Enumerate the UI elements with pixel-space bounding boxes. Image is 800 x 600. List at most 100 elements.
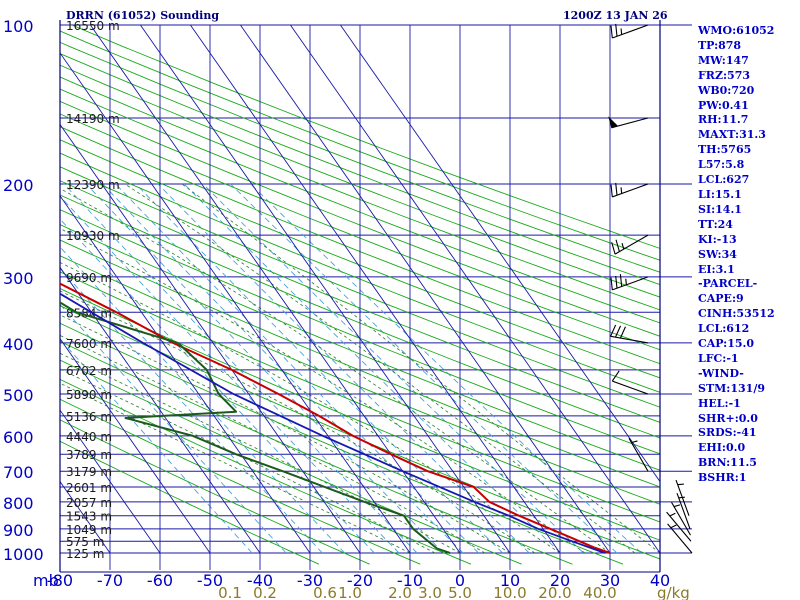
dry-adiabat-390 bbox=[60, 180, 660, 423]
height-label-700: 3179 m bbox=[66, 465, 112, 479]
temperature-tick--80: -80 bbox=[47, 571, 73, 590]
moist-adiabat-30 bbox=[60, 188, 611, 554]
isotherm-10 bbox=[140, 25, 511, 554]
dry-adiabat-470 bbox=[60, 76, 660, 311]
moist-adiabat-40 bbox=[181, 183, 660, 554]
temperature-tick-20: 20 bbox=[550, 571, 570, 590]
temperature-tick--60: -60 bbox=[147, 571, 173, 590]
mixing-ratio-unit: g/kg bbox=[657, 584, 690, 600]
dry-adiabat-330 bbox=[60, 271, 660, 523]
wind-barb-feather bbox=[610, 324, 617, 337]
index-24: STM:131/9 bbox=[698, 381, 765, 395]
mixing-ratio-line-0.4 bbox=[60, 267, 323, 554]
pressure-label-500: 500 bbox=[3, 386, 34, 405]
dry-adiabat-440 bbox=[60, 113, 660, 351]
index-28: EHI:0.0 bbox=[698, 441, 746, 455]
index-26: SHR+:0.0 bbox=[698, 411, 758, 425]
dry-adiabat-290 bbox=[60, 340, 573, 565]
moist-adiabat-25 bbox=[60, 228, 586, 554]
temperature-tick--20: -20 bbox=[347, 571, 373, 590]
dry-adiabat-270 bbox=[60, 378, 472, 565]
temperature-line bbox=[60, 282, 611, 554]
wind-barb-feather bbox=[615, 182, 618, 196]
wind-barb-staff bbox=[667, 523, 693, 554]
wind-barb-staff bbox=[611, 117, 649, 129]
wind-barb-10 bbox=[671, 501, 691, 536]
index-25: HEL:-1 bbox=[698, 396, 741, 410]
wind-barb-staff bbox=[628, 438, 649, 472]
mixing-ratio-line-0.2 bbox=[60, 303, 287, 554]
index-19: CINH:53512 bbox=[698, 307, 775, 321]
pressure-label-600: 600 bbox=[3, 428, 34, 447]
wind-barb-7 bbox=[628, 438, 649, 472]
wind-barb-half-feather bbox=[621, 243, 625, 250]
dry-adiabat-520 bbox=[70, 25, 660, 249]
wind-barb-half-feather bbox=[670, 524, 677, 529]
index-20: LCL:612 bbox=[698, 322, 750, 336]
mixing-ratio-label-0.1: 0.1 bbox=[218, 584, 242, 600]
mixing-ratio-line-15 bbox=[183, 183, 561, 554]
height-label-450: 6702 m bbox=[66, 364, 112, 378]
mixing-ratio-label-0.6: 0.6 bbox=[313, 584, 337, 600]
height-label-350: 8584 m bbox=[66, 306, 112, 320]
wind-barb-feather bbox=[615, 275, 618, 289]
wind-barb-half-feather bbox=[673, 504, 681, 508]
index-14: KI:-13 bbox=[698, 232, 737, 246]
index-23: -WIND- bbox=[698, 366, 744, 380]
wind-barb-5 bbox=[610, 324, 649, 344]
pressure-label-800: 800 bbox=[3, 494, 34, 513]
mixing-ratio-label-2.0: 2.0 bbox=[388, 584, 412, 600]
sounding-time: 1200Z 13 JAN 26 bbox=[563, 9, 668, 22]
index-10: LCL:627 bbox=[698, 173, 750, 187]
height-label-750: 2601 m bbox=[66, 481, 112, 495]
pressure-label-200: 200 bbox=[3, 176, 34, 195]
isotherm-40 bbox=[290, 25, 660, 554]
wind-barb-staff bbox=[612, 380, 649, 395]
moist-adiabat--10 bbox=[60, 382, 411, 554]
mixing-ratio-label-10.0: 10.0 bbox=[493, 584, 526, 600]
height-label-550: 5136 m bbox=[66, 410, 112, 424]
mixing-ratio-label-5.0: 5.0 bbox=[448, 584, 472, 600]
moist-adiabat-35 bbox=[124, 183, 636, 554]
wind-barb-half-feather bbox=[620, 28, 623, 35]
index-27: SRDS:-41 bbox=[698, 426, 757, 440]
dry-adiabat-480 bbox=[60, 64, 660, 298]
dry-adiabat-260 bbox=[60, 398, 421, 565]
temperature-tick-10: 10 bbox=[500, 571, 520, 590]
height-label-600: 4440 m bbox=[66, 430, 112, 444]
height-label-900: 1049 m bbox=[66, 523, 112, 537]
mixing-ratio-line-0.6 bbox=[60, 246, 346, 554]
height-label-150: 14190 m bbox=[66, 112, 120, 126]
dry-adiabat-340 bbox=[60, 255, 660, 505]
index-17: -PARCEL- bbox=[698, 277, 758, 291]
index-30: BSHR:1 bbox=[698, 471, 747, 485]
height-label-1000: 125 m bbox=[66, 547, 104, 561]
wind-barb-1 bbox=[608, 116, 649, 129]
temperature-tick-0: 0 bbox=[455, 571, 465, 590]
index-3: FRZ:573 bbox=[698, 68, 751, 82]
temperature-tick--10: -10 bbox=[397, 571, 423, 590]
isotherm-30 bbox=[240, 25, 611, 554]
index-0: WMO:61052 bbox=[698, 24, 775, 37]
wind-barb-0 bbox=[610, 23, 649, 39]
dry-adiabat-320 bbox=[60, 288, 660, 541]
index-22: LFC:-1 bbox=[698, 351, 739, 365]
mixing-ratio-label-3.0: 3.0 bbox=[418, 584, 442, 600]
wind-barb-staff bbox=[610, 335, 649, 344]
isotherm--10 bbox=[60, 52, 411, 554]
index-2: MW:147 bbox=[698, 53, 749, 67]
temperature-tick--70: -70 bbox=[97, 571, 123, 590]
dry-adiabat-430 bbox=[60, 126, 660, 365]
wind-barb-half-feather bbox=[677, 483, 684, 486]
pressure-label-300: 300 bbox=[3, 269, 34, 288]
dry-adiabat-510 bbox=[60, 30, 660, 261]
wind-barb-feather bbox=[615, 23, 618, 37]
mixing-ratio-line-30 bbox=[230, 183, 618, 554]
isotherm--50 bbox=[60, 337, 211, 554]
wind-barb-half-feather bbox=[620, 187, 623, 194]
wind-barb-11 bbox=[666, 511, 692, 542]
mixing-ratio-label-20.0: 20.0 bbox=[538, 584, 571, 600]
isotherm--40 bbox=[60, 266, 261, 554]
dry-adiabat-490 bbox=[60, 53, 660, 286]
